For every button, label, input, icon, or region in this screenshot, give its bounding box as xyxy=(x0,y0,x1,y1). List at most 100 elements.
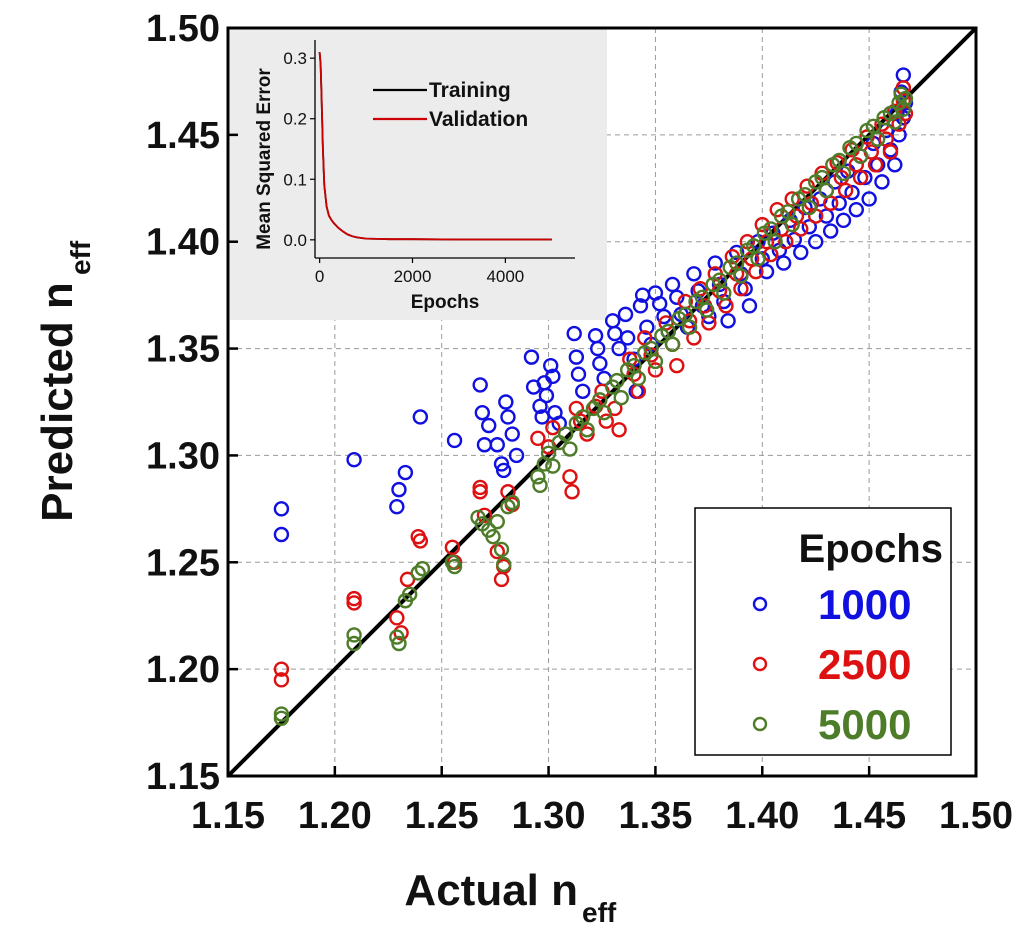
data-point-1000 xyxy=(831,195,847,211)
data-point-1000 xyxy=(835,212,852,229)
data-point-1000 xyxy=(489,437,505,453)
data-point-2500 xyxy=(346,590,362,607)
data-point-2500 xyxy=(412,533,429,549)
data-point-1000 xyxy=(592,355,608,372)
data-points xyxy=(273,67,914,726)
data-point-1000 xyxy=(775,255,792,271)
inset-background xyxy=(230,28,607,320)
x-tick-label: 1.25 xyxy=(405,795,479,837)
plot-frame xyxy=(226,26,978,778)
data-point-1000 xyxy=(508,447,525,464)
data-point-5000 xyxy=(495,556,512,573)
data-point-1000 xyxy=(793,244,809,261)
reference-line xyxy=(226,26,978,778)
data-point-1000 xyxy=(617,306,634,323)
data-point-1000 xyxy=(545,368,561,385)
data-point-1000 xyxy=(664,276,681,293)
legend-marker-2500 xyxy=(752,656,768,672)
x-axis-label-subscript: eff xyxy=(582,897,617,928)
data-point-1000 xyxy=(857,169,873,186)
data-point-5000 xyxy=(897,90,914,107)
y-axis-label: Predicted n xyxy=(33,282,82,522)
x-tick-label: 1.30 xyxy=(512,795,586,837)
data-point-2500 xyxy=(647,362,664,378)
data-point-1000 xyxy=(575,383,591,400)
data-point-2500 xyxy=(867,157,884,173)
legend-marker-5000 xyxy=(752,716,768,732)
data-point-5000 xyxy=(895,101,912,117)
data-point-1000 xyxy=(397,464,414,481)
data-point-5000 xyxy=(596,404,612,421)
data-point-2500 xyxy=(837,182,854,199)
data-point-1000 xyxy=(632,298,649,314)
data-point-5000 xyxy=(493,541,510,558)
data-point-1000 xyxy=(656,308,672,325)
data-point-2500 xyxy=(718,298,734,314)
data-point-5000 xyxy=(664,336,681,352)
data-point-2500 xyxy=(389,610,405,626)
data-point-5000 xyxy=(681,319,698,335)
data-point-1000 xyxy=(538,387,555,404)
data-point-1000 xyxy=(389,499,405,515)
data-point-1000 xyxy=(391,481,407,498)
data-point-5000 xyxy=(485,528,501,545)
data-point-5000 xyxy=(446,558,463,575)
data-point-1000 xyxy=(566,325,582,342)
data-point-2500 xyxy=(852,169,869,186)
data-point-2500 xyxy=(472,484,488,500)
data-point-2500 xyxy=(545,419,561,436)
data-point-2500 xyxy=(562,469,578,485)
data-point-2500 xyxy=(611,422,627,438)
data-point-2500 xyxy=(564,484,580,500)
data-point-2500 xyxy=(799,178,815,194)
data-point-5000 xyxy=(391,635,407,652)
data-point-1000 xyxy=(587,328,604,344)
data-point-1000 xyxy=(758,263,775,280)
inset-y-tick-label: 0.3 xyxy=(283,49,307,68)
y-tick-label: 1.20 xyxy=(146,649,220,691)
data-point-5000 xyxy=(500,499,516,515)
inset-line-validation xyxy=(318,52,552,241)
legend-marker-1000 xyxy=(752,596,768,612)
data-point-1000 xyxy=(808,234,824,250)
data-point-2500 xyxy=(669,357,685,374)
data-point-1000 xyxy=(607,325,623,342)
axis-ticks: 1.151.15 1.20 1.20 1.25 1.25 1.30 1.30 1.35 1.35… xyxy=(146,8,1013,837)
data-point-1000 xyxy=(887,157,903,173)
x-axis-label: Actual n xyxy=(404,866,578,915)
inset-y-tick-label: 0.0 xyxy=(283,231,307,250)
x-tick-label: 1.35 xyxy=(618,795,692,837)
y-tick-label: 1.30 xyxy=(146,435,220,477)
data-point-5000 xyxy=(273,706,290,722)
data-point-5000 xyxy=(389,629,405,645)
y-tick-label: 1.25 xyxy=(146,542,220,584)
data-point-5000 xyxy=(273,710,290,726)
data-point-2500 xyxy=(579,426,595,442)
data-point-1000 xyxy=(568,349,585,365)
inset-x-tick-label: 4000 xyxy=(486,267,524,286)
data-point-1000 xyxy=(498,394,514,410)
data-point-1000 xyxy=(895,67,912,83)
inset-x-axis-label: Epochs xyxy=(411,292,480,313)
data-point-1000 xyxy=(590,340,606,357)
data-point-1000 xyxy=(495,462,512,479)
legend-box xyxy=(694,507,952,756)
data-point-5000 xyxy=(647,353,664,370)
data-point-1000 xyxy=(619,330,636,346)
data-point-2500 xyxy=(393,625,409,641)
x-tick-label: 1.45 xyxy=(832,795,906,837)
legend-title: Epochs xyxy=(799,527,943,571)
data-point-5000 xyxy=(893,86,909,102)
data-point-1000 xyxy=(474,404,491,421)
data-point-1000 xyxy=(604,313,621,329)
identity-line xyxy=(226,26,978,778)
legend-label-1000: 1000 xyxy=(818,581,911,628)
legend-label-2500: 2500 xyxy=(818,641,911,688)
x-tick-label: 1.50 xyxy=(939,795,1013,837)
data-point-5000 xyxy=(716,285,732,301)
data-point-1000 xyxy=(728,244,745,261)
data-point-5000 xyxy=(869,131,886,147)
x-tick-label: 1.40 xyxy=(725,795,799,837)
data-point-1000 xyxy=(848,201,865,218)
data-point-5000 xyxy=(562,441,578,457)
